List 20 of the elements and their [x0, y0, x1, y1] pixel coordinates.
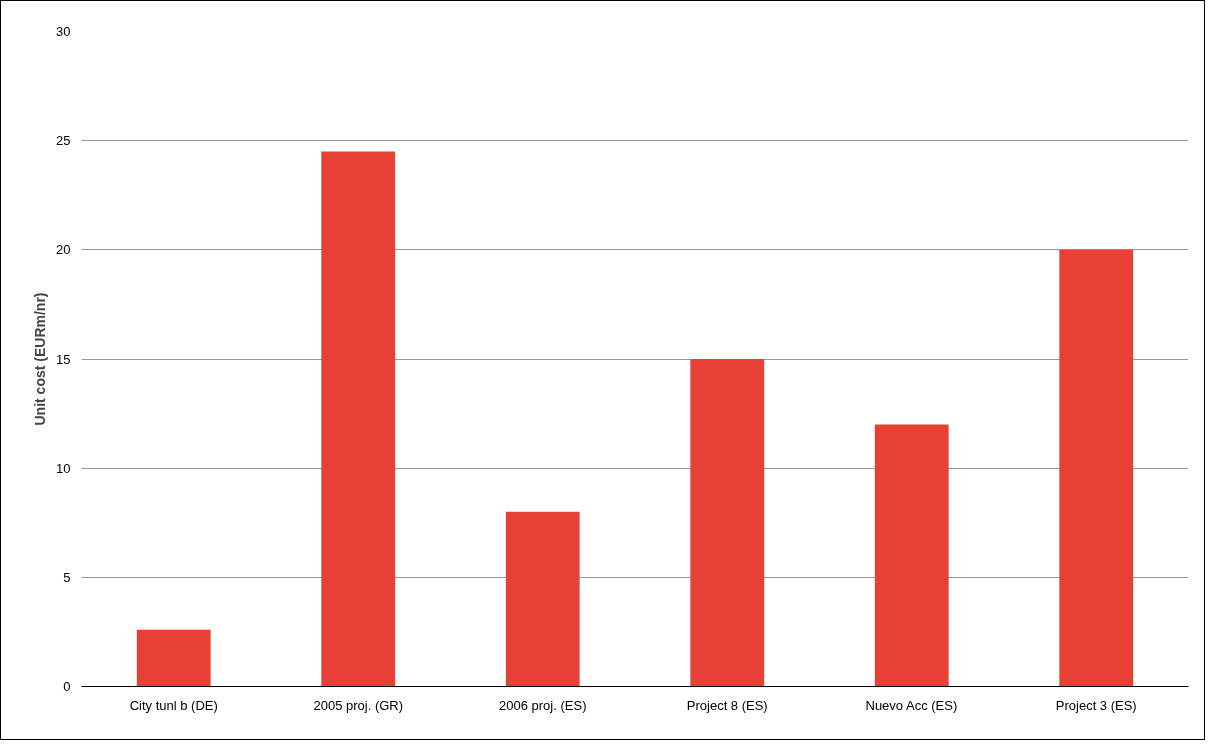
bar — [690, 359, 765, 687]
y-tick-label: 30 — [56, 24, 71, 39]
x-tick-label: Project 8 (ES) — [686, 697, 768, 713]
x-tick-label: 2005 proj. (GR) — [313, 697, 404, 713]
y-tick-label: 15 — [56, 351, 71, 367]
bar — [136, 629, 211, 687]
y-tick-label: 10 — [56, 460, 71, 476]
x-tick-label: Project 3 (ES) — [1055, 697, 1137, 713]
y-axis-title: Unit cost (EURm/nr) — [32, 292, 49, 426]
y-tick-label: 0 — [63, 679, 71, 694]
bar — [1059, 249, 1134, 687]
bar — [321, 151, 396, 687]
x-tick-label: City tunl b (DE) — [129, 697, 218, 713]
bar — [874, 424, 949, 687]
y-tick-label: 5 — [63, 569, 71, 585]
x-tick-label: 2006 proj. (ES) — [499, 697, 587, 713]
y-tick-label: 25 — [56, 133, 71, 149]
bar — [505, 511, 580, 687]
y-tick-label: 20 — [56, 242, 71, 258]
x-tick-label: Nuevo Acc (ES) — [865, 697, 958, 713]
